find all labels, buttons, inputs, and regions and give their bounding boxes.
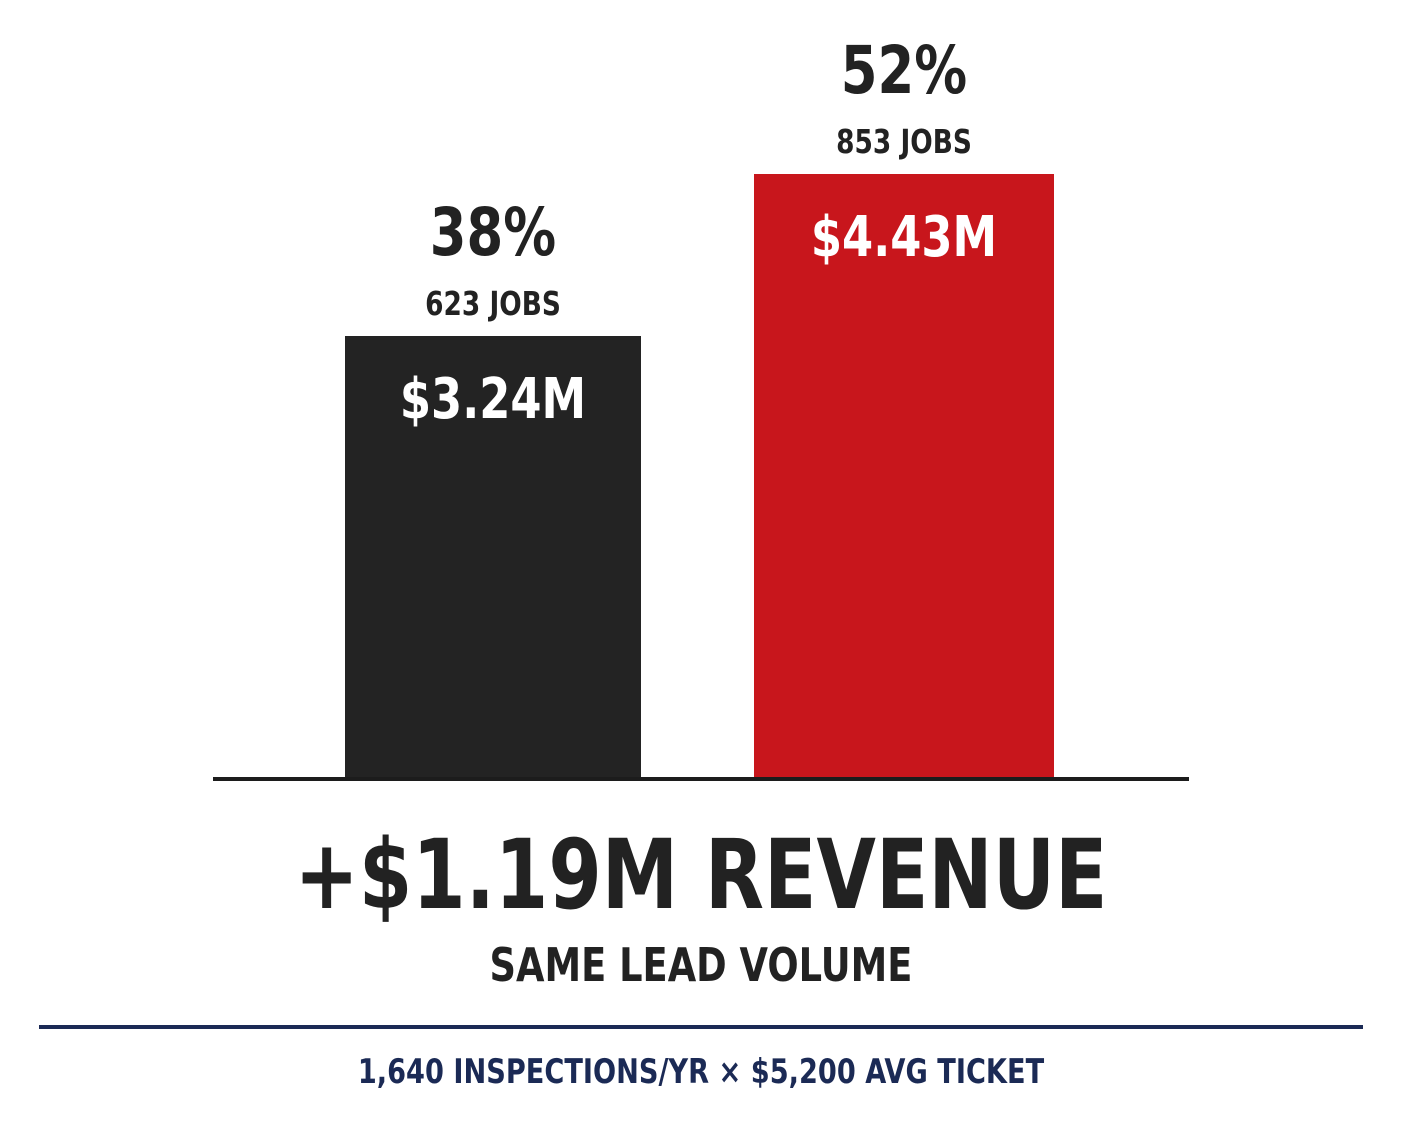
bar-jobs-label-1: 623 JOBS — [425, 284, 561, 323]
subheadline: SAME LEAD VOLUME — [489, 938, 913, 992]
bar-jobs-label-2: 853 JOBS — [836, 122, 972, 161]
bar-percent-label-1: 38% — [429, 194, 557, 271]
bar-2 — [754, 174, 1054, 778]
bar-percent-label-2: 52% — [840, 32, 968, 109]
bar-value-label-1: $3.24M — [399, 367, 587, 432]
footer-divider — [39, 1025, 1363, 1029]
revenue-headline: +$1.19M REVENUE — [294, 819, 1108, 931]
bar-1 — [345, 336, 641, 778]
footnote: 1,640 INSPECTIONS/YR × $5,200 AVG TICKET — [357, 1052, 1045, 1092]
chart-baseline — [213, 777, 1189, 781]
bar-value-label-2: $4.43M — [810, 205, 998, 270]
